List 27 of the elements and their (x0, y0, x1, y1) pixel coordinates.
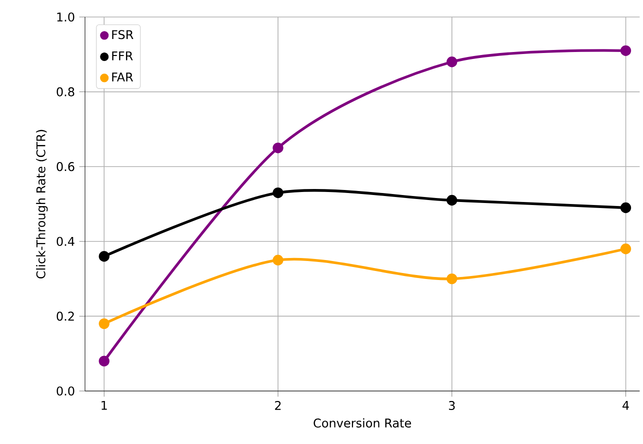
point (446, 273, 458, 284)
y-tick-label: 0.8 (56, 87, 74, 96)
legend-label: FFR (112, 51, 133, 60)
x-axis-title: Conversion Rate (314, 418, 412, 428)
point (98, 318, 110, 330)
point (620, 244, 632, 254)
point (272, 187, 284, 198)
y-tick-label: 0.2 (56, 312, 74, 321)
point (272, 142, 284, 154)
point (98, 356, 110, 366)
point (446, 194, 458, 206)
point (98, 251, 110, 262)
x-tick-label: 4 (622, 400, 629, 410)
y-tick-label: 0.6 (56, 162, 74, 172)
y-tick-label: 1.0 (57, 12, 74, 22)
y-tick-label: 0.0 (56, 386, 74, 396)
point (620, 45, 632, 56)
legend-label: FSR (112, 30, 134, 40)
point (446, 56, 458, 68)
point (272, 254, 284, 266)
x-tick-label: 1 (102, 400, 107, 410)
point (620, 202, 632, 214)
x-tick-label: 2 (275, 400, 281, 410)
x-tick-label: 3 (448, 400, 455, 410)
y-tick-label: 0.4 (56, 236, 74, 246)
legend-label: FAR (112, 72, 134, 82)
y-axis-title: Click-Through Rate (CTR) (36, 130, 48, 278)
